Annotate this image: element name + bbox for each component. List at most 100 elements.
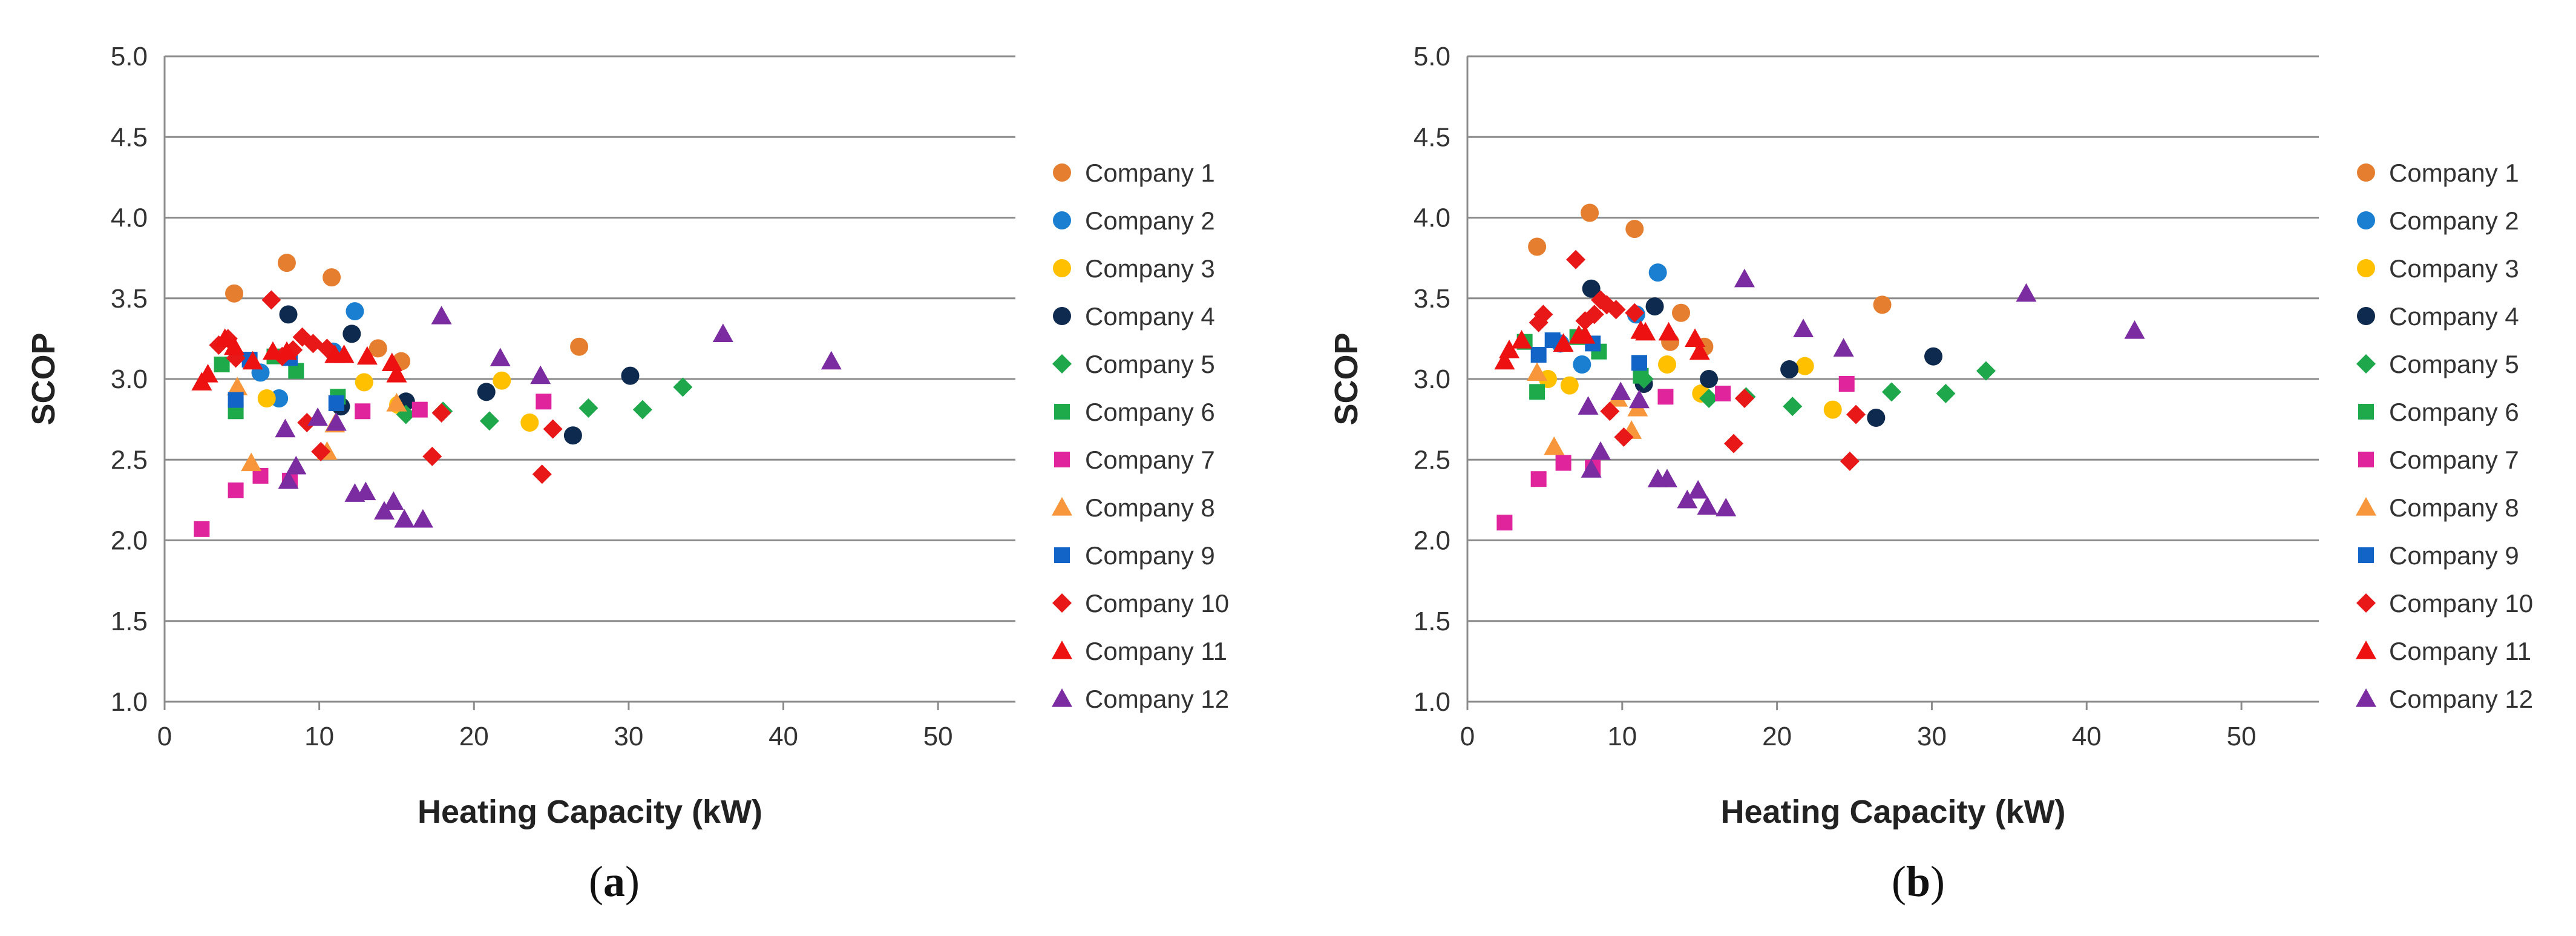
legend-label: Company 6 — [2389, 398, 2519, 426]
data-point — [1699, 388, 1719, 408]
data-point — [333, 344, 355, 363]
data-point — [1716, 498, 1737, 516]
x-tick-label: 30 — [1917, 722, 1947, 751]
legend-label: Company 8 — [1085, 493, 1215, 522]
legend-marker — [1053, 259, 1071, 277]
data-point — [570, 337, 589, 356]
data-point — [355, 403, 371, 420]
data-point — [1581, 459, 1602, 478]
data-point — [530, 365, 551, 384]
data-point — [1689, 341, 1710, 360]
data-point — [1715, 385, 1731, 401]
data-point — [241, 452, 262, 472]
data-point — [1529, 384, 1545, 400]
legend-marker — [2356, 688, 2376, 707]
data-point — [1584, 305, 1604, 325]
data-point — [346, 302, 364, 321]
data-point — [632, 400, 652, 420]
data-point — [543, 419, 563, 439]
data-point — [1625, 220, 1644, 239]
legend-label: Company 2 — [2389, 206, 2519, 235]
data-point — [412, 509, 433, 528]
data-point — [386, 392, 407, 412]
data-point — [1530, 471, 1547, 487]
data-point — [2124, 320, 2145, 339]
data-point — [257, 389, 276, 407]
data-point — [536, 394, 552, 410]
legend-label: Company 8 — [2389, 493, 2519, 522]
data-point — [520, 413, 539, 432]
data-point — [712, 323, 733, 342]
legend-marker — [2356, 641, 2376, 659]
data-point — [1606, 300, 1626, 320]
x-tick-label: 0 — [157, 722, 172, 751]
data-point — [1528, 237, 1547, 256]
data-point — [369, 339, 387, 358]
data-point — [1582, 279, 1601, 298]
legend-label: Company 4 — [2389, 302, 2519, 331]
data-point — [1625, 303, 1645, 323]
y-tick-label: 1.0 — [1414, 687, 1450, 717]
data-point — [1635, 321, 1656, 341]
data-point — [1700, 370, 1719, 388]
x-axis-title: Heating Capacity (kW) — [418, 794, 762, 830]
data-point — [1628, 389, 1650, 409]
data-point — [214, 357, 230, 373]
data-point — [278, 470, 299, 489]
legend-marker — [2358, 452, 2374, 467]
data-point — [578, 398, 598, 418]
legend-label: Company 7 — [1085, 446, 1215, 474]
legend: Company 1 Company 2 Company 3 Company 4 Comp… — [1052, 159, 1229, 713]
data-point — [242, 351, 263, 370]
legend-marker — [2357, 259, 2375, 277]
x-tick-label: 40 — [2072, 722, 2102, 751]
data-point — [1590, 441, 1611, 460]
data-point — [311, 441, 331, 461]
data-point — [1658, 355, 1677, 374]
data-point — [328, 395, 344, 411]
data-point — [1610, 381, 1631, 400]
chart-panel-a: 1.0 1.5 2.0 2.5 3.0 3.5 4.0 4.5 5.0 0 10 20 30 40 50 He… — [25, 42, 1229, 906]
y-tick-label: 3.5 — [1414, 284, 1450, 314]
x-tick-label: 10 — [304, 722, 334, 751]
data-point — [1734, 388, 1754, 408]
x-tick-label: 40 — [769, 722, 798, 751]
legend-marker — [2356, 593, 2376, 613]
data-point — [1672, 303, 1691, 322]
y-tick-label: 2.0 — [111, 526, 148, 556]
data-point — [821, 351, 842, 370]
legend-marker — [2356, 354, 2376, 374]
data-point — [227, 377, 248, 395]
chart-panels: 1.0 1.5 2.0 2.5 3.0 3.5 4.0 4.5 5.0 0 10 20 30 40 50 He… — [25, 42, 2533, 906]
data-point — [1697, 496, 1718, 515]
data-point — [1648, 263, 1667, 282]
x-tick-label: 20 — [1762, 722, 1792, 751]
legend-label: Company 11 — [1085, 637, 1227, 665]
y-tick-label: 4.0 — [1414, 203, 1450, 233]
data-point — [2016, 283, 2037, 302]
data-point — [326, 412, 347, 431]
data-point — [431, 403, 451, 423]
data-point — [279, 305, 298, 324]
legend-marker — [1052, 688, 1072, 707]
data-point — [262, 341, 283, 360]
x-tick-label: 10 — [1607, 722, 1637, 751]
data-point — [411, 401, 428, 418]
data-point — [563, 426, 582, 445]
y-axis-title: SCOP — [25, 332, 62, 425]
data-point — [431, 306, 452, 325]
data-point — [214, 328, 235, 347]
series-company-12 — [1578, 268, 2145, 516]
data-point — [1581, 203, 1599, 222]
data-point — [1734, 268, 1755, 288]
series-company-11 — [1494, 320, 1710, 370]
legend-label: Company 9 — [2389, 541, 2519, 570]
x-tick-label: 0 — [1460, 722, 1475, 751]
data-point — [1575, 325, 1596, 344]
data-point — [261, 290, 281, 310]
y-tick-label: 5.0 — [1414, 42, 1450, 71]
data-point — [1780, 360, 1799, 379]
legend-marker — [1054, 547, 1070, 563]
y-tick-label: 1.5 — [111, 607, 148, 636]
